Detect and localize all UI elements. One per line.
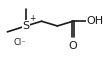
Text: O: O: [69, 41, 77, 51]
Text: OH: OH: [86, 16, 103, 26]
Text: S: S: [22, 21, 29, 31]
Text: +: +: [29, 14, 35, 23]
Text: Cl⁻: Cl⁻: [13, 38, 26, 47]
